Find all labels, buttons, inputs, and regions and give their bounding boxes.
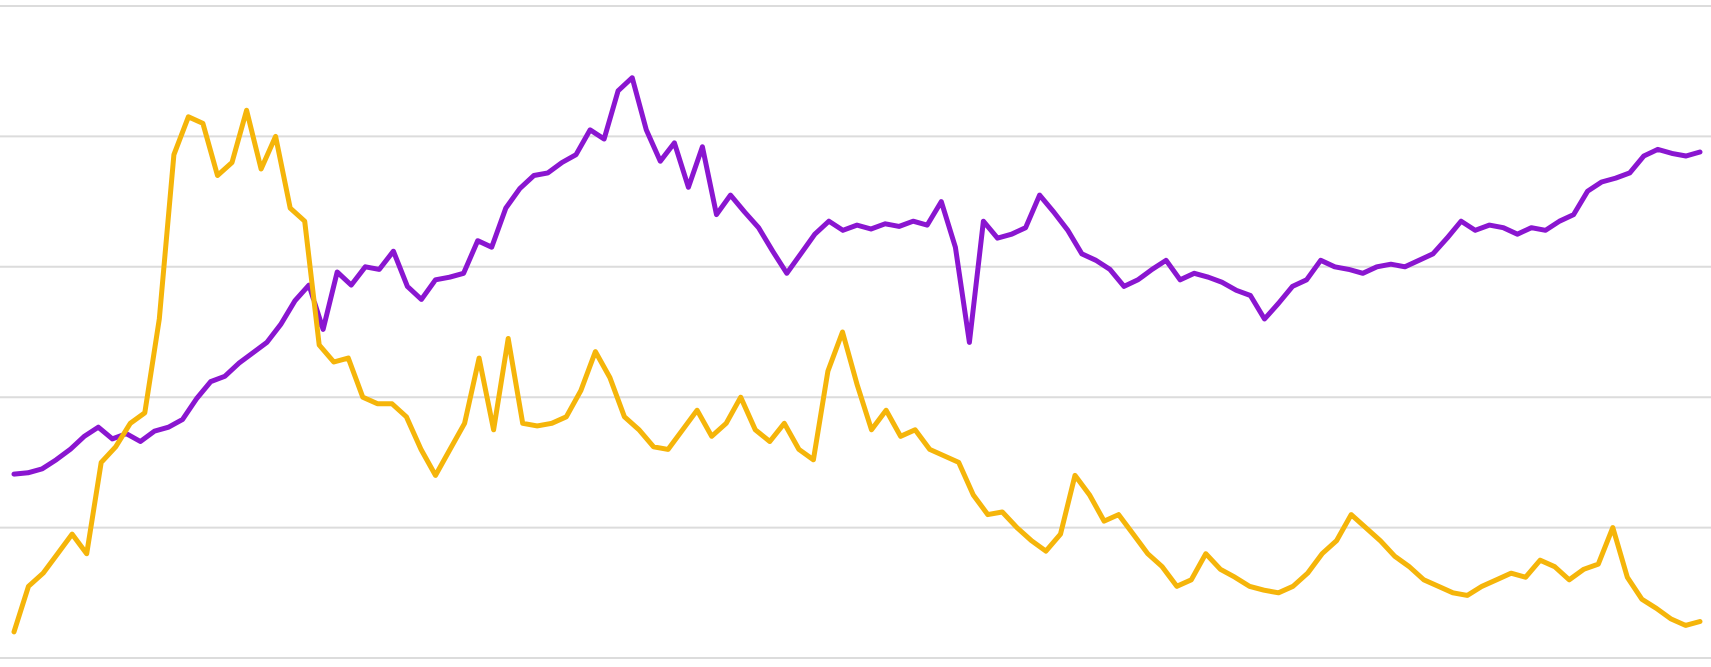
series-line-1 [11, 75, 1703, 477]
series-lines [11, 75, 1703, 635]
series-line-2 [11, 107, 1703, 635]
gridlines [0, 5, 1711, 659]
